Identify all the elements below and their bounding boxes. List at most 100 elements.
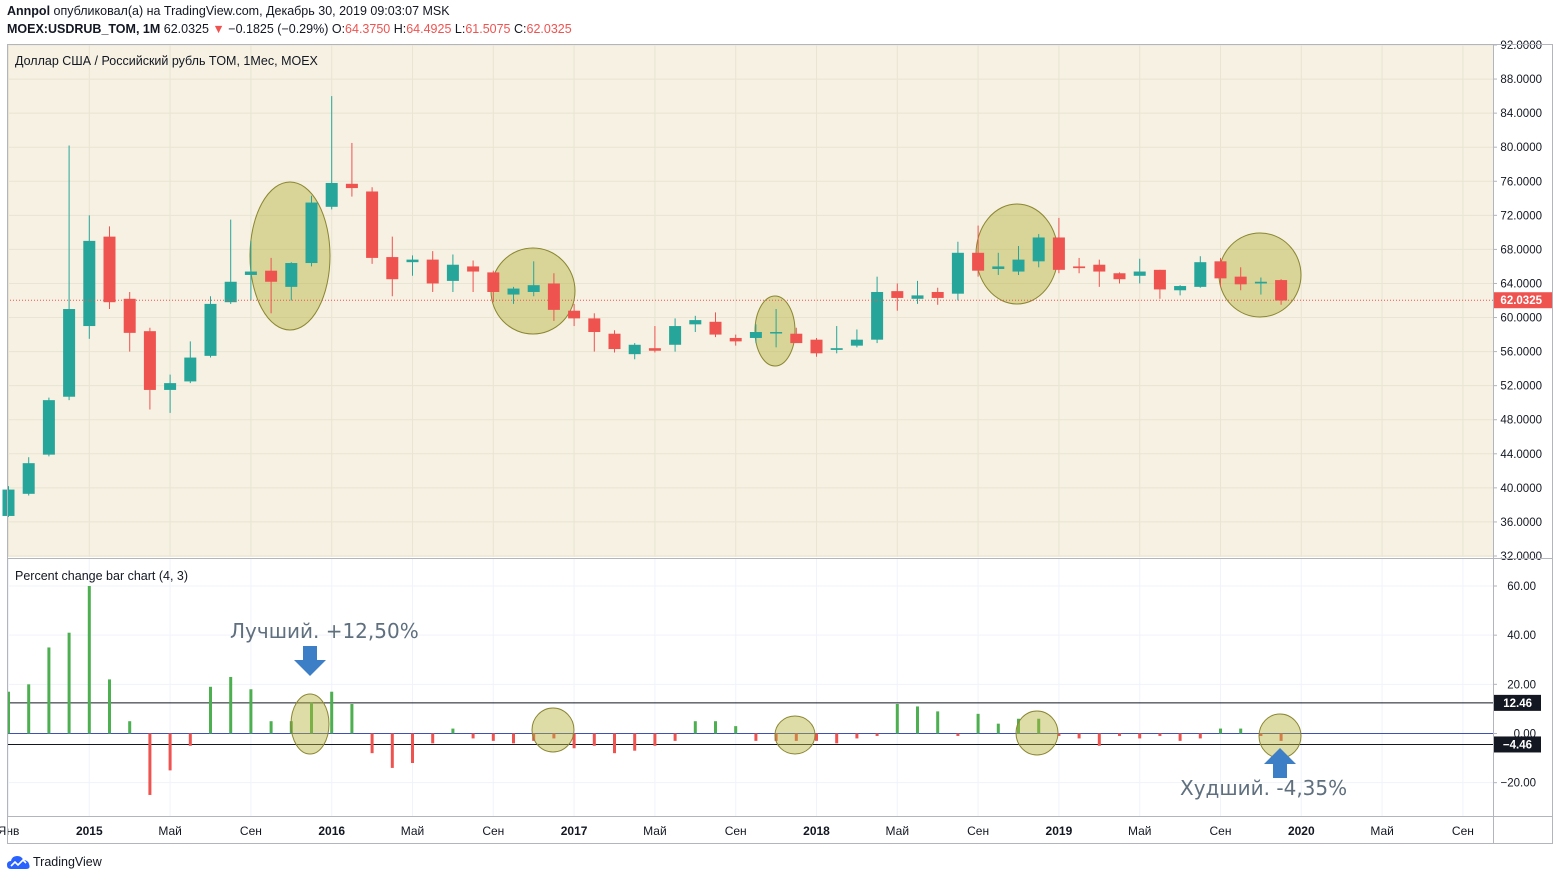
price-tick-label: 40.0000 — [1500, 483, 1542, 495]
candle-body — [527, 285, 540, 292]
percent-bar — [1037, 718, 1041, 734]
percent-bar — [633, 733, 637, 751]
candle-body — [507, 288, 520, 295]
candle-body — [123, 298, 136, 333]
close-label: C: — [514, 22, 527, 36]
percent-bar — [411, 733, 414, 763]
indicator-tick-label: 20.00 — [1507, 679, 1536, 691]
candle-body — [1174, 286, 1187, 291]
price-tick-label: 36.0000 — [1500, 517, 1542, 529]
candle-body — [689, 320, 702, 325]
percent-bar — [128, 721, 132, 734]
highlight-ellipse — [1218, 232, 1302, 318]
time-tick-label: Сен — [967, 824, 989, 838]
symbol-name[interactable]: MOEX:USDRUB_TOM, 1M — [7, 22, 161, 36]
percent-bar — [67, 632, 71, 734]
high-value: 64.4925 — [406, 22, 452, 36]
time-tick-label: 2016 — [318, 824, 345, 838]
percent-bar — [1178, 733, 1182, 741]
candle-body — [83, 240, 96, 327]
change-arrow-icon: ▼ — [212, 22, 225, 36]
candle-body — [164, 383, 177, 390]
percent-bar — [209, 686, 212, 734]
percent-bar — [855, 733, 859, 739]
candle-body — [850, 339, 863, 346]
time-tick-label: Сен — [1452, 824, 1474, 838]
candle-body — [972, 252, 985, 271]
candle-body — [1214, 261, 1227, 279]
tradingview-cloud-icon[interactable] — [6, 854, 32, 872]
time-tick-label: 2017 — [561, 824, 588, 838]
candle-body — [224, 281, 237, 303]
percent-bar — [875, 733, 879, 736]
candle-body — [2, 489, 15, 516]
candle-body — [63, 309, 76, 397]
candle-body — [1194, 262, 1207, 287]
time-tick-label: 2015 — [76, 824, 103, 838]
candle-body — [386, 257, 399, 280]
percent-bar — [1279, 733, 1283, 741]
level-label: −4.46 — [1503, 739, 1532, 751]
candle-body — [951, 252, 964, 294]
percent-bar — [148, 733, 152, 795]
author-name[interactable]: Annpol — [7, 4, 51, 18]
percent-bar — [108, 679, 111, 734]
candle-body — [1093, 264, 1106, 272]
highlight-ellipse — [975, 203, 1059, 305]
indicator-tick-label: 60.00 — [1507, 581, 1536, 593]
percent-bar — [168, 733, 172, 771]
percent-bar — [188, 733, 192, 746]
candle-body — [871, 291, 884, 340]
percent-bar — [1138, 733, 1142, 739]
highlight-ellipse — [774, 715, 816, 755]
candle-body — [265, 270, 278, 282]
level-badge — [1494, 736, 1541, 753]
time-tick-label: Янв — [0, 824, 19, 838]
time-tick-label: Май — [401, 824, 425, 838]
price-chart-title: Доллар США / Российский рубль TOM, 1Мес,… — [15, 54, 319, 68]
level-label: 12.46 — [1503, 698, 1532, 710]
time-tick-label: Сен — [240, 824, 262, 838]
candle-body — [325, 182, 338, 207]
candle-body — [1052, 237, 1065, 270]
percent-bar — [734, 726, 738, 734]
candle-body — [1113, 273, 1126, 280]
percent-bar — [249, 689, 253, 734]
candle-body — [1234, 276, 1247, 285]
price-tick-label: 72.0000 — [1500, 210, 1542, 222]
best-annotation: Лучший. +12,50% — [230, 619, 419, 643]
percent-bar — [1077, 733, 1081, 739]
percent-bar — [653, 733, 657, 746]
candle-body — [305, 202, 318, 264]
time-tick-label: Сен — [1210, 824, 1232, 838]
percent-bar — [471, 733, 475, 739]
percent-bar — [572, 733, 576, 749]
percent-bar — [7, 691, 10, 734]
time-tick-label: Май — [1370, 824, 1394, 838]
price-tick-label: 48.0000 — [1500, 415, 1542, 427]
candle-body — [1254, 281, 1267, 284]
price-pane — [7, 44, 1493, 557]
percent-bar — [350, 704, 354, 734]
footer: TradingView — [0, 852, 300, 874]
published-text: опубликовал(а) на TradingView.com, Декаб… — [53, 4, 450, 18]
candle-body — [406, 259, 419, 263]
tradingview-logo-text[interactable]: TradingView — [33, 855, 102, 869]
percent-bar — [754, 733, 758, 741]
candle-body — [184, 357, 197, 382]
percent-bar — [27, 684, 31, 734]
time-tick-label: Сен — [725, 824, 747, 838]
symbol-info: MOEX:USDRUB_TOM, 1M 62.0325 ▼ −0.1825 (−… — [7, 22, 572, 36]
time-tick-label: Сен — [482, 824, 504, 838]
high-label: H: — [393, 22, 407, 36]
candle-body — [22, 463, 35, 494]
time-tick-label: Май — [158, 824, 182, 838]
publish-info: Annpol опубликовал(а) на TradingView.com… — [7, 4, 450, 18]
chart-header: Annpol опубликовал(а) на TradingView.com… — [0, 0, 1560, 44]
candle-body — [143, 331, 156, 390]
worst-annotation: Худший. -4,35% — [1180, 776, 1347, 800]
change-value: −0.1825 (−0.29%) — [228, 22, 329, 36]
candle-body — [446, 264, 459, 281]
percent-bar — [431, 733, 435, 744]
